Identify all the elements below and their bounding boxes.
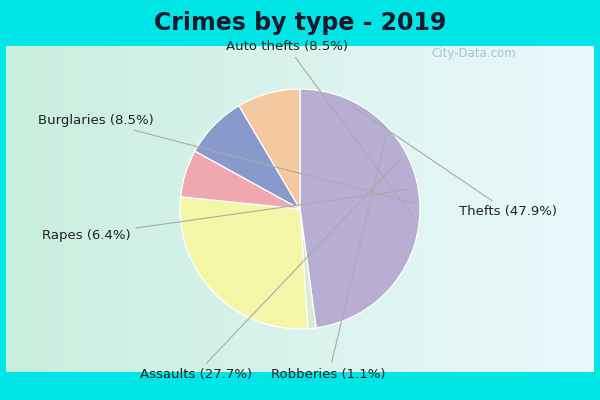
Text: Crimes by type - 2019: Crimes by type - 2019 <box>154 11 446 35</box>
Wedge shape <box>300 209 316 329</box>
Text: Thefts (47.9%): Thefts (47.9%) <box>350 104 557 218</box>
Wedge shape <box>300 89 420 328</box>
Wedge shape <box>180 197 308 329</box>
Text: Auto thefts (8.5%): Auto thefts (8.5%) <box>226 40 414 219</box>
Wedge shape <box>195 106 300 209</box>
Wedge shape <box>181 151 300 209</box>
Text: Assaults (27.7%): Assaults (27.7%) <box>140 158 401 381</box>
Text: Burglaries (8.5%): Burglaries (8.5%) <box>38 114 413 203</box>
Wedge shape <box>239 89 300 209</box>
Text: Robberies (1.1%): Robberies (1.1%) <box>271 134 386 381</box>
Text: Rapes (6.4%): Rapes (6.4%) <box>42 189 412 242</box>
Text: City-Data.com: City-Data.com <box>432 47 517 60</box>
